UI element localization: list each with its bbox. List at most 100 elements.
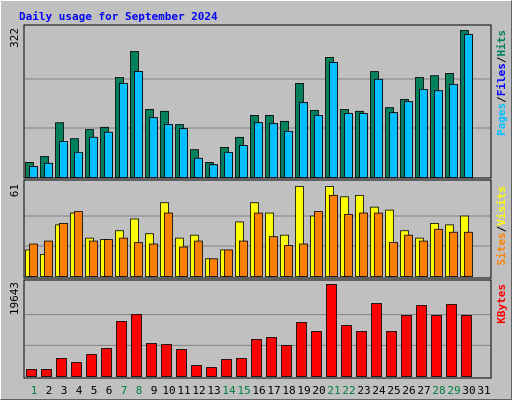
bar: [404, 101, 413, 178]
legend-entry: Visits: [495, 186, 508, 226]
bar: [164, 124, 173, 178]
bar: [431, 315, 442, 377]
x-tick-label: 1: [31, 384, 38, 397]
legend-entry: Pages: [495, 103, 508, 136]
bar: [44, 240, 53, 277]
bar: [119, 237, 128, 277]
x-tick-label: 7: [121, 384, 128, 397]
bar: [254, 122, 263, 178]
x-tick-label: 11: [177, 384, 190, 397]
bar: [191, 365, 202, 377]
x-tick-label: 14: [222, 384, 236, 397]
bar: [146, 343, 157, 377]
x-tick-label: 9: [151, 384, 158, 397]
x-tick-label: 6: [106, 384, 113, 397]
x-tick-label: 19: [297, 384, 310, 397]
x-tick-label: 24: [372, 384, 386, 397]
bar: [104, 239, 113, 277]
legend: KBytes: [495, 284, 508, 324]
legend: Pages/Files/Hits: [495, 30, 508, 136]
bar: [269, 123, 278, 178]
x-tick-label: 26: [402, 384, 415, 397]
bar: [434, 90, 443, 178]
x-tick-label: 15: [237, 384, 250, 397]
bar: [281, 345, 292, 377]
bar: [224, 249, 233, 277]
bar: [224, 151, 233, 178]
bar: [44, 162, 53, 178]
bar: [446, 304, 457, 377]
x-tick-label: 3: [61, 384, 68, 397]
bar: [29, 166, 38, 178]
bar: [419, 240, 428, 277]
bar: [311, 331, 322, 377]
bar: [359, 212, 368, 277]
bar: [206, 367, 217, 377]
x-tick-label: 5: [91, 384, 98, 397]
bar: [59, 222, 68, 277]
bar: [449, 83, 458, 178]
bar: [374, 212, 383, 277]
bar: [284, 245, 293, 277]
x-tick-label: 21: [327, 384, 340, 397]
bar: [329, 194, 338, 277]
bar: [434, 228, 443, 277]
bar: [326, 284, 337, 377]
y-tick-label: 19643: [8, 282, 21, 315]
x-tick-label: 2: [46, 384, 53, 397]
legend-entry: Sites: [495, 232, 508, 265]
bar: [374, 78, 383, 178]
bar: [299, 102, 308, 178]
bar: [164, 212, 173, 277]
x-tick-label: 18: [282, 384, 295, 397]
bar: [419, 88, 428, 178]
bar: [194, 240, 203, 277]
bar: [296, 322, 307, 377]
bar: [404, 234, 413, 277]
bar: [299, 243, 308, 277]
x-tick-label: 30: [462, 384, 475, 397]
bar: [194, 157, 203, 178]
x-tick-label: 13: [207, 384, 220, 397]
x-tick-label: 8: [136, 384, 143, 397]
bar: [344, 214, 353, 277]
bar: [329, 62, 338, 178]
bar: [461, 315, 472, 377]
bar: [209, 258, 218, 277]
bar: [251, 339, 262, 377]
bar: [26, 369, 37, 377]
bar: [56, 358, 67, 377]
bar: [314, 211, 323, 277]
x-tick-label: 4: [76, 384, 83, 397]
x-tick-label: 20: [312, 384, 325, 397]
bar: [59, 141, 68, 178]
bar: [254, 212, 263, 277]
chart-title: Daily usage for September 2024: [19, 10, 218, 23]
bar: [464, 231, 473, 277]
x-tick-label: 28: [432, 384, 445, 397]
bar: [176, 349, 187, 377]
legend-separator: /: [495, 225, 508, 232]
bar: [161, 344, 172, 377]
bar: [356, 331, 367, 377]
bar: [74, 151, 83, 178]
y-tick-label: 61: [8, 184, 21, 197]
bar: [221, 359, 232, 377]
bar: [239, 240, 248, 277]
bar: [341, 325, 352, 377]
bar: [236, 358, 247, 377]
bar: [416, 305, 427, 377]
bar: [314, 115, 323, 178]
bar: [74, 211, 83, 277]
x-tick-label: 27: [417, 384, 430, 397]
bar: [149, 117, 158, 178]
y-tick-label: 322: [8, 28, 21, 48]
x-tick-label: 12: [192, 384, 205, 397]
bar: [284, 130, 293, 178]
bar: [401, 315, 412, 377]
x-tick-label: 16: [252, 384, 265, 397]
legend-separator: /: [495, 56, 508, 63]
bar: [389, 242, 398, 277]
bar: [101, 348, 112, 377]
